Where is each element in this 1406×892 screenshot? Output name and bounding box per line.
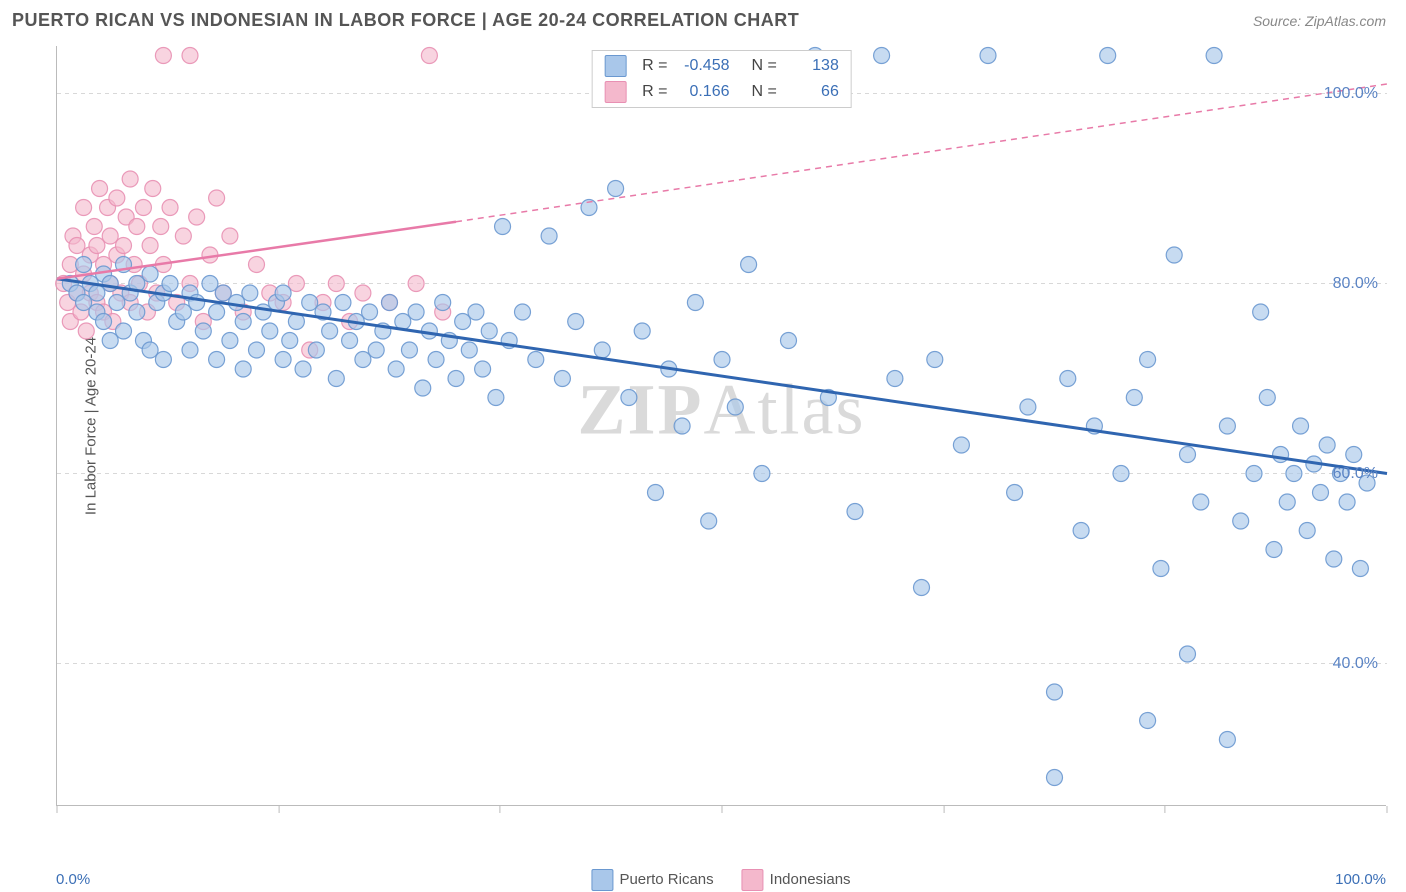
- y-tick-label: 100.0%: [1324, 85, 1378, 103]
- r-label: R =: [642, 83, 667, 101]
- page-title: PUERTO RICAN VS INDONESIAN IN LABOR FORC…: [12, 10, 799, 31]
- legend-label: Indonesians: [770, 870, 851, 887]
- plot-area: ZIPAtlas R =-0.458N =138R =0.166N =66 40…: [56, 46, 1386, 806]
- legend-swatch: [604, 81, 626, 103]
- legend-swatch: [591, 869, 613, 891]
- n-label: N =: [752, 57, 777, 75]
- legend-label: Puerto Ricans: [619, 870, 713, 887]
- plot-svg: [57, 46, 1387, 806]
- stats-legend-row: R = -0.458 N = 138: [592, 53, 851, 79]
- y-tick-label: 60.0%: [1333, 465, 1378, 483]
- source-attribution: Source: ZipAtlas.com: [1253, 13, 1386, 29]
- stats-legend-row: R = 0.166 N = 66: [592, 79, 851, 105]
- x-axis-max-label: 100.0%: [1335, 871, 1386, 888]
- series-legend: Puerto Ricans Indonesians: [591, 869, 850, 891]
- r-value: -0.458: [678, 57, 730, 75]
- legend-swatch: [742, 869, 764, 891]
- x-axis-min-label: 0.0%: [56, 871, 90, 888]
- y-tick-label: 40.0%: [1333, 655, 1378, 673]
- x-axis-footer: 0.0% Puerto Ricans Indonesians 100.0%: [56, 871, 1386, 888]
- r-value: 0.166: [678, 83, 730, 101]
- n-value: 66: [787, 83, 839, 101]
- r-label: R =: [642, 57, 667, 75]
- legend-item: Puerto Ricans: [591, 869, 713, 891]
- legend-item: Indonesians: [742, 869, 851, 891]
- n-value: 138: [787, 57, 839, 75]
- correlation-chart: In Labor Force | Age 20-24 ZIPAtlas R =-…: [12, 46, 1394, 806]
- y-tick-label: 80.0%: [1333, 275, 1378, 293]
- stats-legend: R = -0.458 N = 138 R = 0.166 N = 66: [591, 50, 852, 108]
- header: PUERTO RICAN VS INDONESIAN IN LABOR FORC…: [0, 0, 1406, 37]
- legend-swatch: [604, 55, 626, 77]
- n-label: N =: [752, 83, 777, 101]
